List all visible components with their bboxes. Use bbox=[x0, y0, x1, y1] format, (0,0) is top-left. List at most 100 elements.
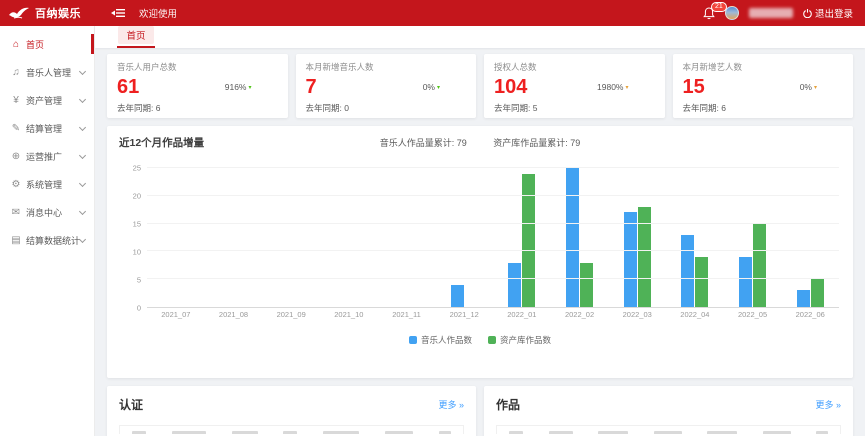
sidebar-item-label: 音乐人管理 bbox=[26, 67, 72, 78]
stat-card-musician-total: 音乐人用户总数 61 916% ▾ 去年同期: 6 bbox=[107, 54, 288, 118]
stat-card-title: 本月新增音乐人数 bbox=[305, 62, 374, 72]
sidebar-item-asset-mgmt[interactable]: ¥ 资产管理 bbox=[0, 86, 94, 114]
bottom-panels-row: 认证 更多 » 作品 更多 » bbox=[107, 386, 853, 436]
notification-bell-icon[interactable]: 21 bbox=[703, 1, 727, 20]
legend-label: 资产库作品数 bbox=[500, 335, 552, 345]
bar-asset-works bbox=[580, 262, 594, 307]
power-icon bbox=[803, 8, 812, 18]
bar-asset-works bbox=[753, 223, 767, 307]
tab-label: 首页 bbox=[118, 26, 154, 44]
bar-group bbox=[608, 168, 666, 307]
stat-card-title: 本月新增艺人数 bbox=[682, 62, 743, 72]
logout-button[interactable]: 退出登录 bbox=[803, 6, 853, 20]
x-tick-label: 2022_02 bbox=[564, 310, 595, 319]
chevron-down-icon bbox=[80, 69, 86, 75]
certification-panel: 认证 更多 » bbox=[107, 386, 476, 436]
tab-home[interactable]: 首页 bbox=[117, 26, 155, 48]
chevron-down-icon bbox=[80, 181, 86, 187]
chart-legend: 音乐人作品数 资产库作品数 bbox=[107, 334, 853, 346]
bird-logo-icon bbox=[9, 7, 29, 19]
brand: 百纳娱乐 bbox=[0, 5, 95, 21]
sidebar-item-label: 首页 bbox=[26, 39, 45, 50]
plot bbox=[147, 167, 839, 308]
stat-card-new-musicians: 本月新增音乐人数 7 0% ▾ 去年同期: 0 bbox=[295, 54, 476, 118]
panel-title: 作品 bbox=[496, 398, 521, 412]
bar-musician-works bbox=[623, 212, 637, 307]
username-redacted bbox=[748, 8, 793, 18]
bar-asset-works bbox=[810, 279, 824, 307]
double-chevron-icon: » bbox=[835, 400, 841, 410]
works-panel: 作品 更多 » bbox=[484, 386, 853, 436]
sidebar-item-home[interactable]: ⌂ 首页 bbox=[0, 30, 94, 58]
top-header: 百纳娱乐 欢迎使用 21 bbox=[0, 0, 865, 26]
sidebar: ⌂ 首页 ♫ 音乐人管理 ¥ 资产管理 ✎ 结算管理 ⊕ 运营推广 ⚙ 系统管理 bbox=[0, 26, 95, 436]
bar-group bbox=[724, 168, 782, 307]
logout-label: 退出登录 bbox=[814, 9, 853, 20]
musician-icon: ♫ bbox=[12, 66, 20, 78]
x-tick-label: 2022_01 bbox=[507, 310, 537, 319]
chart-title: 近12个月作品增量 bbox=[119, 137, 205, 149]
stats-icon: ▤ bbox=[11, 234, 21, 246]
trend-arrow-icon: ▾ bbox=[625, 84, 629, 91]
bar-musician-works bbox=[566, 168, 580, 307]
legend-marker-icon bbox=[488, 336, 496, 344]
bar-musician-works bbox=[508, 262, 522, 307]
y-tick-label: 15 bbox=[132, 219, 141, 229]
sidebar-item-message-center[interactable]: ✉ 消息中心 bbox=[0, 198, 94, 226]
bar-group bbox=[551, 168, 609, 307]
bar-musician-works bbox=[681, 234, 695, 307]
asset-works-total: 资产库作品量累计: 79 bbox=[493, 138, 581, 148]
legend-label: 音乐人作品数 bbox=[420, 335, 472, 345]
chevron-down-icon bbox=[80, 209, 86, 215]
sidebar-item-label: 结算数据统计 bbox=[26, 235, 80, 246]
bar-group bbox=[781, 168, 839, 307]
sidebar-item-label: 系统管理 bbox=[26, 179, 63, 190]
y-tick-label: 0 bbox=[136, 303, 141, 313]
stat-card-licensor-total: 授权人总数 104 1980% ▾ 去年同期: 5 bbox=[484, 54, 665, 118]
legend-item[interactable]: 音乐人作品数 bbox=[408, 334, 472, 346]
sidebar-item-settlement-stats[interactable]: ▤ 结算数据统计 bbox=[0, 226, 94, 254]
sidebar-item-settlement-mgmt[interactable]: ✎ 结算管理 bbox=[0, 114, 94, 142]
stat-card-percent: 1980% bbox=[597, 82, 624, 92]
sidebar-item-musician-mgmt[interactable]: ♫ 音乐人管理 bbox=[0, 58, 94, 86]
x-tick-label: 2021_08 bbox=[218, 310, 249, 319]
bar-group bbox=[320, 168, 378, 307]
stat-card-title: 授权人总数 bbox=[494, 62, 537, 72]
trend-arrow-icon: ▾ bbox=[248, 84, 252, 91]
x-tick-label: 2021_12 bbox=[449, 310, 479, 319]
y-tick-label: 20 bbox=[132, 191, 141, 201]
legend-item[interactable]: 资产库作品数 bbox=[488, 334, 551, 346]
certification-more-link[interactable]: 更多 » bbox=[438, 400, 464, 410]
x-tick-label: 2021_09 bbox=[276, 310, 306, 319]
stat-card-value: 15 bbox=[682, 76, 705, 98]
stat-card-value: 61 bbox=[117, 76, 140, 98]
sidebar-collapse-icon[interactable] bbox=[111, 7, 125, 19]
gridline bbox=[147, 167, 839, 168]
home-icon: ⌂ bbox=[12, 38, 20, 50]
legend-marker-icon bbox=[408, 336, 417, 344]
stat-cards-row: 音乐人用户总数 61 916% ▾ 去年同期: 6 本月新增音乐人数 7 0% ▾ … bbox=[107, 54, 853, 118]
user-avatar[interactable] bbox=[724, 6, 739, 20]
gridline bbox=[147, 278, 839, 280]
musician-works-total: 音乐人作品量累计: 79 bbox=[379, 138, 467, 148]
bar-group bbox=[205, 168, 263, 307]
works-chart-panel: 近12个月作品增量 音乐人作品量累计: 79 资产库作品量累计: 79 0 5 10… bbox=[107, 126, 853, 378]
y-tick-label: 5 bbox=[136, 275, 141, 285]
stat-card-percent: 916% bbox=[224, 82, 247, 92]
bar-asset-works bbox=[695, 256, 709, 307]
trend-arrow-icon: ▾ bbox=[813, 84, 817, 91]
works-more-link[interactable]: 更多 » bbox=[815, 400, 841, 410]
message-icon: ✉ bbox=[11, 206, 21, 218]
sidebar-item-label: 消息中心 bbox=[26, 207, 63, 218]
sidebar-item-system-mgmt[interactable]: ⚙ 系统管理 bbox=[0, 170, 94, 198]
compare-label: 去年同期: bbox=[682, 103, 719, 113]
bar-asset-works bbox=[637, 206, 651, 307]
main-content: 音乐人用户总数 61 916% ▾ 去年同期: 6 本月新增音乐人数 7 0% ▾ … bbox=[95, 48, 865, 436]
bar-group bbox=[262, 168, 320, 307]
bar-asset-works bbox=[522, 173, 536, 307]
gridline bbox=[147, 222, 839, 224]
sidebar-item-operation[interactable]: ⊕ 运营推广 bbox=[0, 142, 94, 170]
x-tick-label: 2022_04 bbox=[680, 310, 710, 319]
bar-group bbox=[666, 168, 724, 307]
chevron-down-icon bbox=[80, 153, 86, 159]
